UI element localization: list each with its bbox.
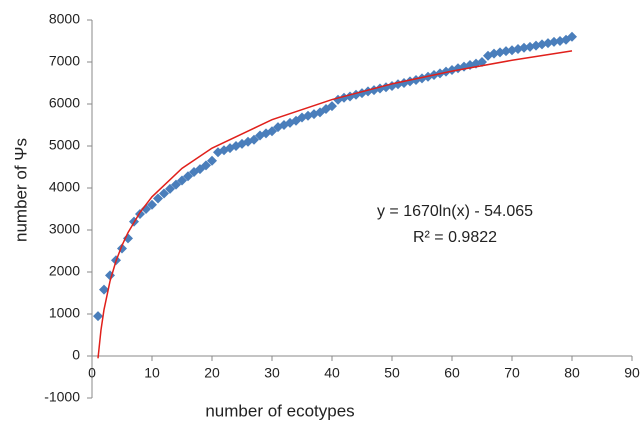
y-tick-label: 1000	[49, 305, 80, 321]
data-point	[519, 42, 529, 53]
x-tick-label: 30	[264, 365, 280, 381]
data-point	[159, 188, 169, 199]
equation: y = 1670ln(x) - 54.065	[377, 203, 533, 220]
x-tick-label: 0	[88, 365, 96, 381]
data-point	[141, 204, 151, 214]
x-tick-label: 20	[204, 365, 220, 381]
data-point	[207, 155, 217, 166]
data-point	[327, 101, 337, 112]
data-point	[123, 233, 133, 244]
data-point	[147, 199, 157, 210]
data-point	[99, 284, 109, 295]
x-axis-label: number of ecotypes	[205, 401, 354, 420]
r-squared: R² = 0.9822	[413, 229, 497, 246]
y-axis-label: number of Ψs	[11, 138, 30, 242]
y-tick-label: 8000	[49, 11, 80, 27]
y-tick-label: 2000	[49, 263, 80, 279]
y-tick-label: 3000	[49, 221, 80, 237]
y-tick-label: -1000	[44, 389, 80, 405]
y-tick-label: 4000	[49, 179, 80, 195]
data-point	[153, 193, 163, 204]
data-point	[171, 179, 181, 190]
y-tick-label: 7000	[49, 53, 80, 69]
data-point	[249, 134, 259, 145]
x-tick-label: 70	[504, 365, 520, 381]
x-tick-label: 10	[144, 365, 160, 381]
x-tick-label: 60	[444, 365, 460, 381]
x-tick-label: 90	[624, 365, 640, 381]
data-point	[201, 160, 211, 171]
y-tick-label: 6000	[49, 95, 80, 111]
y-tick-label: 0	[72, 347, 80, 363]
data-point	[267, 126, 277, 137]
data-point	[501, 46, 511, 57]
data-point	[567, 31, 577, 42]
data-point	[177, 175, 187, 186]
data-point	[93, 311, 103, 322]
x-tick-label: 50	[384, 365, 400, 381]
x-tick-label: 40	[324, 365, 340, 381]
y-tick-label: 5000	[49, 137, 80, 153]
data-point	[549, 36, 559, 47]
data-point	[165, 183, 175, 194]
x-tick-label: 80	[564, 365, 580, 381]
trendline	[97, 50, 573, 359]
data-point	[183, 171, 193, 182]
